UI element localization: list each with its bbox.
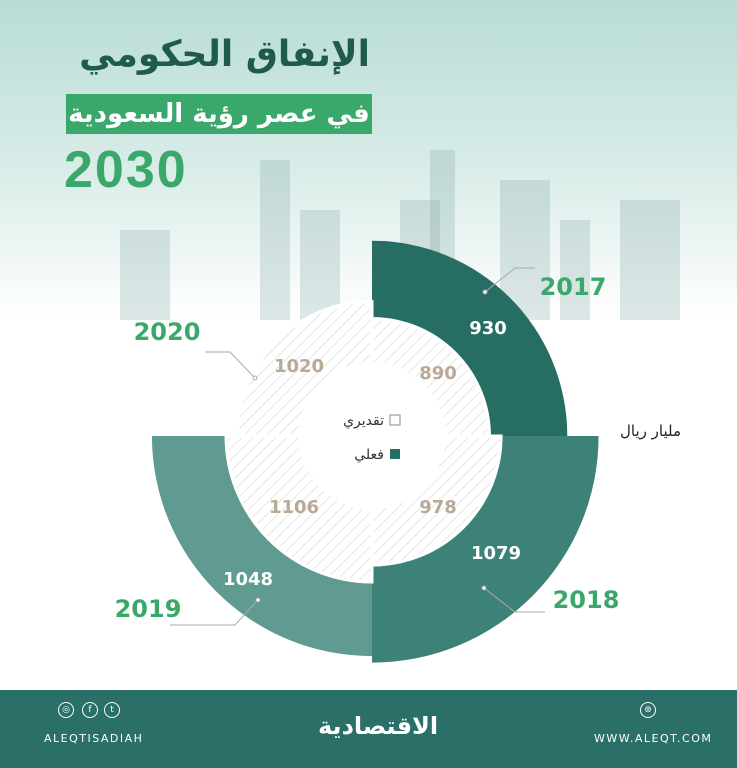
vision-2030-logo: 2030 bbox=[64, 141, 188, 199]
estimated-value: 1020 bbox=[274, 356, 324, 377]
year-label: 2017 bbox=[540, 273, 607, 301]
leader-dot bbox=[252, 375, 258, 381]
leader-dot bbox=[482, 289, 488, 295]
radial-chart: 2017 2018 2019 2020 930 1079 1048 890 978 1106 102… bbox=[115, 240, 620, 663]
year-label: 2020 bbox=[134, 318, 201, 346]
aleqtisadiah-logo: الاقتصادية bbox=[318, 712, 439, 740]
year-label: 2019 bbox=[115, 595, 182, 623]
website-link[interactable]: WWW.ALEQT.COM bbox=[594, 732, 713, 745]
year-label: 2018 bbox=[553, 586, 620, 614]
footer: ◎ f t ALEQTISADIAH الاقتصادية ⊛ WWW.ALEQ… bbox=[0, 690, 737, 768]
leader-line bbox=[484, 267, 535, 293]
estimated-value: 1106 bbox=[269, 497, 319, 518]
twitter-icon[interactable]: t bbox=[104, 702, 120, 718]
legend-estimated-label: تقديري bbox=[343, 413, 384, 429]
social-handle[interactable]: ALEQTISADIAH bbox=[44, 732, 144, 745]
legend-estimated-swatch bbox=[389, 414, 401, 426]
actual-value: 1048 bbox=[223, 569, 273, 590]
leader-dot bbox=[255, 597, 261, 603]
page-title: الإنفاق الحكومي bbox=[79, 34, 370, 75]
unit-label: مليار ريال bbox=[620, 422, 681, 440]
actual-bar-2017 bbox=[372, 240, 568, 436]
actual-value: 1079 bbox=[471, 543, 521, 564]
legend-actual-swatch bbox=[390, 449, 400, 459]
actual-value: 930 bbox=[469, 318, 507, 339]
instagram-icon[interactable]: ◎ bbox=[58, 702, 74, 718]
leader-line bbox=[170, 599, 259, 626]
center-circle bbox=[300, 364, 444, 508]
page-subtitle: في عصر رؤية السعودية bbox=[66, 94, 372, 134]
estimated-value: 890 bbox=[419, 363, 457, 384]
cityscape-background bbox=[0, 0, 737, 320]
leader-line bbox=[205, 351, 256, 379]
facebook-icon[interactable]: f bbox=[82, 702, 98, 718]
globe-icon[interactable]: ⊛ bbox=[640, 702, 656, 718]
estimated-value: 978 bbox=[419, 497, 457, 518]
legend-actual-label: فعلي bbox=[354, 447, 384, 463]
leader-dot bbox=[481, 585, 487, 591]
leader-line bbox=[483, 587, 545, 613]
